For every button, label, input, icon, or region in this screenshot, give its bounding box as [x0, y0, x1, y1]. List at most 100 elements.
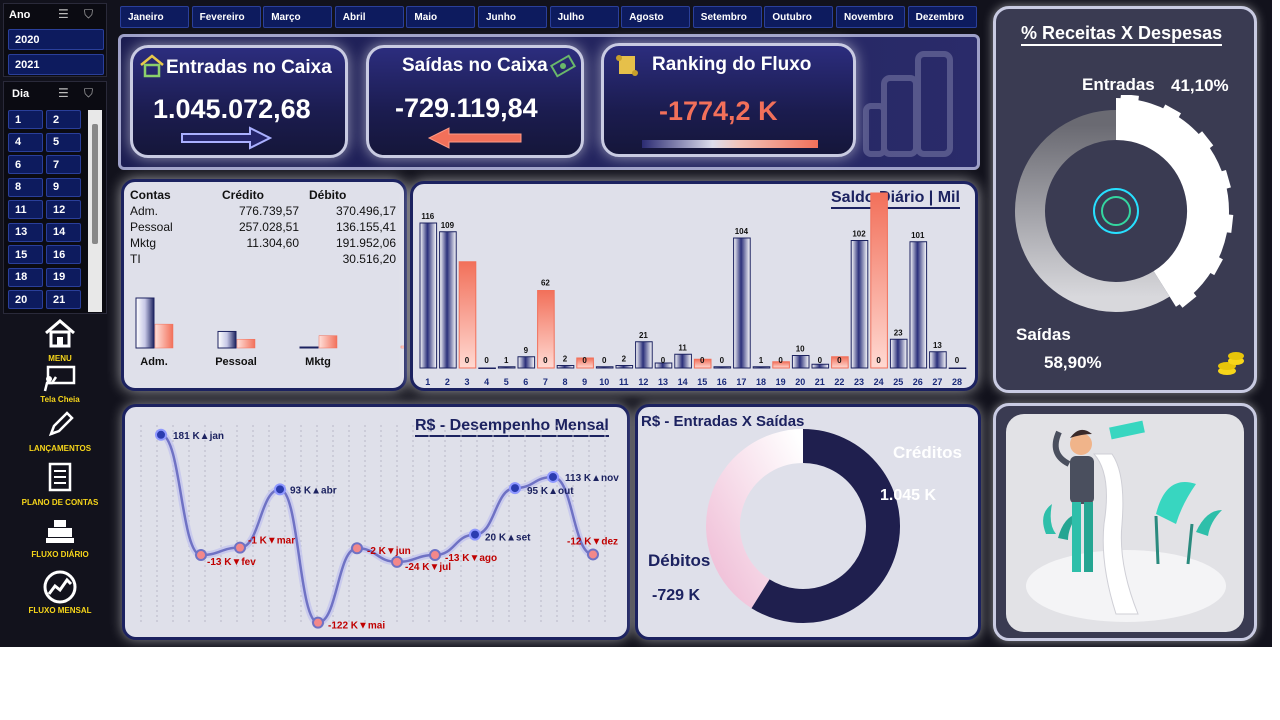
day-button-9[interactable]: 9	[46, 177, 81, 197]
account-cell-conta: Adm.	[130, 204, 159, 218]
month-button-4[interactable]: Abril	[334, 6, 404, 28]
receitas-despesas-title: % Receitas X Despesas	[1021, 23, 1223, 46]
month-button-7[interactable]: Julho	[549, 6, 619, 28]
day-button-15[interactable]: 15	[8, 245, 43, 264]
day-button-20[interactable]: 20	[8, 290, 43, 309]
bar-value-label: 2	[563, 355, 568, 364]
data-point	[587, 548, 599, 561]
day-button-7[interactable]: 7	[46, 155, 81, 174]
day-slicer-title: Dia	[12, 88, 30, 100]
bar-value-label: 11	[678, 343, 687, 352]
day-button-11[interactable]: 11	[8, 200, 43, 219]
data-point	[274, 483, 286, 496]
debit-bar	[400, 345, 404, 349]
monthly-line-chart: 181 K▲jan -13 K▼fev -1 K▼mar 93 K▲abr -122 K…	[140, 425, 619, 632]
day-bar	[929, 351, 947, 369]
nav-plano-de-contas[interactable]: PLANO DE CONTAS	[8, 462, 112, 507]
bar-value-label: 104	[735, 227, 749, 236]
month-button-10[interactable]: Outubro	[764, 6, 834, 28]
day-button-16[interactable]: 16	[46, 245, 81, 264]
bar-value-label: 2	[622, 355, 627, 364]
day-axis-label: 11	[619, 377, 629, 387]
month-button-12[interactable]: Dezembro	[907, 6, 977, 28]
money-house-icon	[140, 54, 164, 78]
year-2021-button[interactable]: 2021	[8, 54, 104, 75]
kpi-saidas-value: -729.119,84	[395, 93, 538, 123]
day-button-18[interactable]: 18	[8, 267, 43, 287]
receitas-despesas-panel: % Receitas X Despesas Entradas 41,10% Sa…	[993, 6, 1257, 393]
clear-filter-icon[interactable]: ⛉	[84, 7, 94, 21]
account-cell-debito: 30.516,20	[342, 252, 396, 266]
day-axis-label: 3	[464, 377, 469, 387]
day-button-2[interactable]: 2	[46, 110, 81, 129]
debit-bar	[318, 335, 338, 349]
home-icon	[45, 319, 75, 348]
scrollbar-thumb[interactable]	[92, 124, 98, 244]
saidas-pct: 58,90%	[1044, 353, 1102, 372]
bar-value-label: 109	[441, 221, 455, 230]
day-button-4[interactable]: 4	[8, 132, 43, 152]
clear-filter-icon[interactable]: ⛉	[84, 86, 94, 100]
month-button-5[interactable]: Maio	[406, 6, 476, 28]
day-button-19[interactable]: 19	[46, 267, 81, 287]
day-axis-label: 10	[599, 377, 609, 387]
month-button-6[interactable]: Junho	[478, 6, 547, 28]
multi-select-icon[interactable]: ☰	[58, 86, 69, 100]
kpi-ranking-value: -1774,2 K	[659, 96, 778, 126]
day-button-21[interactable]: 21	[46, 290, 81, 309]
month-button-2[interactable]: Fevereiro	[191, 6, 261, 28]
month-button-9[interactable]: Setembro	[692, 6, 762, 28]
day-button-1[interactable]: 1	[8, 110, 43, 129]
account-cell-conta: Pessoal	[130, 220, 173, 234]
saidas-slice	[1015, 110, 1170, 312]
day-axis-label: 12	[638, 377, 648, 387]
day-button-5[interactable]: 5	[46, 132, 81, 152]
daily-balance-chart: 1161109203041596072809010211211201311140…	[419, 192, 967, 387]
day-button-13[interactable]: 13	[8, 222, 43, 242]
multi-select-icon[interactable]: ☰	[58, 7, 69, 21]
day-button-12[interactable]: 12	[46, 200, 81, 219]
bar-value-label: 62	[541, 279, 550, 288]
bar-value-label: 0	[661, 356, 666, 365]
month-button-8[interactable]: Agosto	[621, 6, 691, 28]
bar-value-label: 0	[876, 356, 881, 365]
accounts-bar-chart: Adm.PessoalMktgTI	[135, 297, 404, 368]
month-button-3[interactable]: Março	[263, 6, 333, 28]
point-label: -24 K▼jul	[405, 562, 451, 573]
day-button-6[interactable]: 6	[8, 155, 43, 174]
entradas-pct: 41,10%	[1171, 76, 1229, 95]
day-button-14[interactable]: 14	[46, 222, 81, 242]
day-bar	[537, 290, 555, 369]
nav-fluxo-mensal[interactable]: FLUXO MENSAL	[8, 570, 112, 615]
account-cell-debito: 136.155,41	[335, 220, 396, 234]
nav-fullscreen[interactable]: Tela Cheia	[8, 364, 112, 404]
category-label: Mktg	[305, 356, 331, 368]
day-bar	[654, 362, 673, 369]
day-slicer-scrollbar[interactable]	[88, 110, 102, 312]
point-label: 93 K▲abr	[290, 485, 337, 496]
day-axis-label: 21	[815, 377, 825, 387]
month-button-11[interactable]: Novembro	[836, 6, 905, 28]
year-2020-button[interactable]: 2020	[8, 29, 104, 50]
nav-menu[interactable]: MENU	[8, 318, 112, 363]
nav-fluxo-diario[interactable]: FLUXO DIÁRIO	[8, 518, 112, 559]
nav-label: MENU	[48, 354, 72, 363]
month-button-1[interactable]: Janeiro	[120, 6, 189, 28]
coin-icon	[1101, 196, 1131, 226]
day-axis-label: 25	[893, 377, 903, 387]
account-cell-credito: 11.304,60	[246, 236, 300, 250]
gear-tooth	[1213, 213, 1234, 233]
bar-value-label: 9	[524, 346, 529, 355]
data-point	[234, 541, 246, 554]
gear-tooth	[1198, 250, 1223, 276]
bar-value-label: 10	[796, 345, 805, 354]
entradas-saidas-panel: R$ - Entradas X Saídas Créditos 1.045 K …	[635, 404, 981, 640]
coin-glow-icon	[1093, 188, 1139, 234]
nav-lancamentos[interactable]: LANÇAMENTOS	[8, 410, 112, 453]
day-bar	[772, 361, 790, 369]
bar-value-label: 0	[582, 356, 587, 365]
day-axis-label: 16	[717, 377, 727, 387]
day-button-8[interactable]: 8	[8, 177, 43, 197]
day-axis-label: 8	[562, 377, 567, 387]
day-bar	[576, 357, 594, 369]
